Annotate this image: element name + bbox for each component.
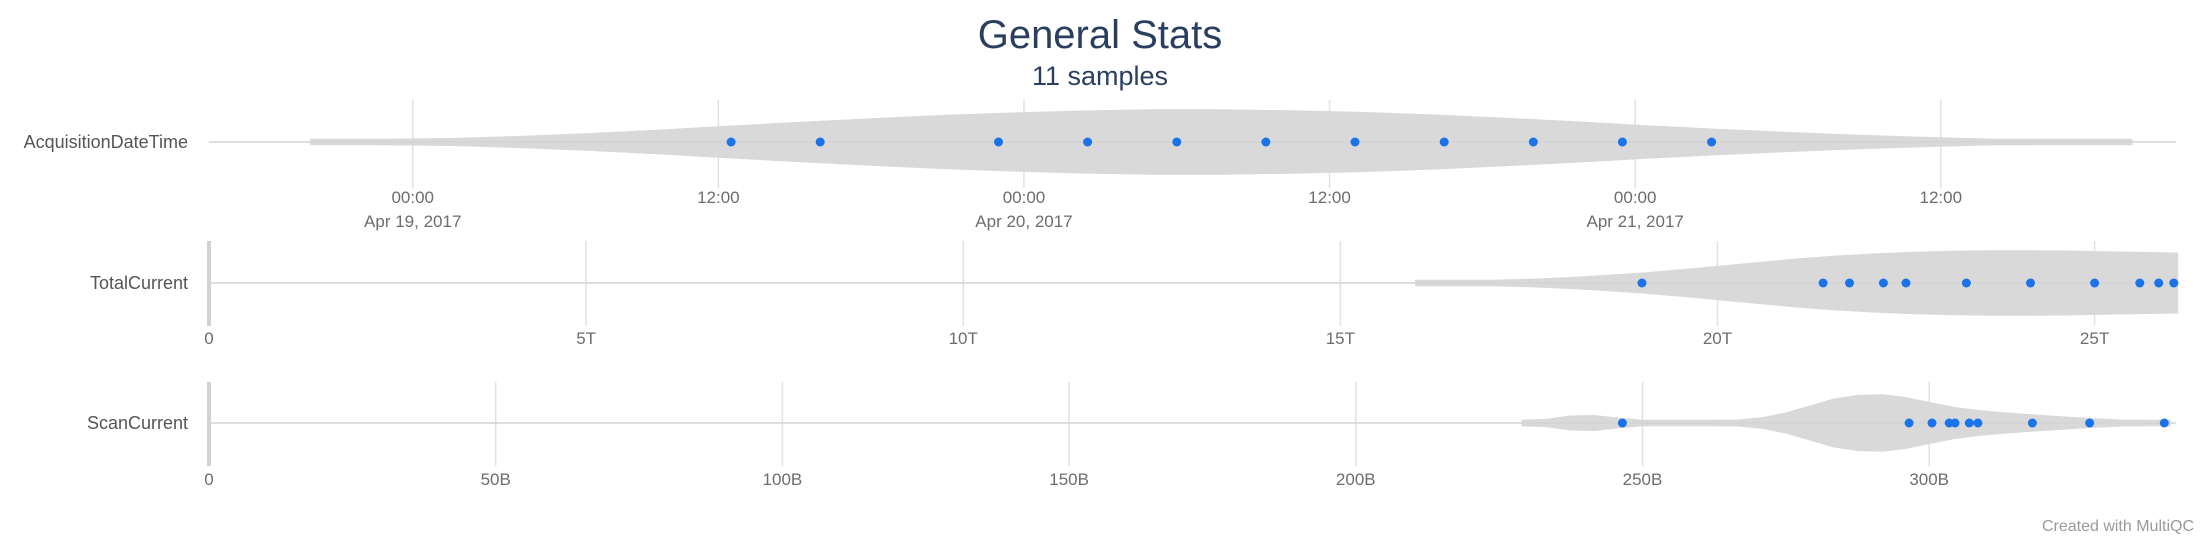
data-point <box>1878 278 1888 288</box>
tick-date-label: Apr 21, 2017 <box>1587 212 1684 231</box>
data-point <box>1707 137 1717 147</box>
data-point <box>1961 278 1971 288</box>
tick-label: 00:00 <box>1003 188 1046 207</box>
data-point <box>1904 418 1914 428</box>
data-point <box>1818 278 1828 288</box>
tick-label: 200B <box>1336 470 1376 489</box>
data-point <box>1172 137 1182 147</box>
data-point <box>2135 278 2145 288</box>
data-point <box>1083 137 1093 147</box>
data-point <box>2169 278 2179 288</box>
data-point <box>1261 137 1271 147</box>
data-point <box>2090 278 2100 288</box>
data-point <box>1950 418 1960 428</box>
tick-date-label: Apr 20, 2017 <box>975 212 1072 231</box>
tick-label: 12:00 <box>697 188 740 207</box>
row-label: AcquisitionDateTime <box>24 132 188 152</box>
chart-title: General Stats <box>978 13 1223 57</box>
tick-label: 00:00 <box>1614 188 1657 207</box>
row-label: TotalCurrent <box>90 273 188 293</box>
chart-subtitle: 11 samples <box>1032 61 1168 91</box>
tick-label: 20T <box>1703 329 1732 348</box>
tick-label: 250B <box>1623 470 1663 489</box>
data-point <box>2159 418 2169 428</box>
data-point <box>1964 418 1974 428</box>
data-point <box>2027 418 2037 428</box>
data-point <box>1617 137 1627 147</box>
data-point <box>1617 418 1627 428</box>
tick-label: 50B <box>481 470 511 489</box>
data-point <box>994 137 1003 147</box>
tick-label: 00:00 <box>391 188 434 207</box>
data-point <box>1973 418 1983 428</box>
data-point <box>1901 278 1911 288</box>
tick-label: 100B <box>763 470 803 489</box>
panel-acquisitiondatetime: AcquisitionDateTime 00:00 Apr 19, 2017 12:0… <box>24 100 2176 231</box>
data-point <box>1350 137 1360 147</box>
data-point <box>1439 137 1449 147</box>
data-point <box>815 137 825 147</box>
tick-date-label: Apr 19, 2017 <box>364 212 461 231</box>
row-label: ScanCurrent <box>87 413 188 433</box>
data-point <box>1927 418 1937 428</box>
tick-label: 10T <box>949 329 978 348</box>
data-point <box>2085 418 2095 428</box>
tick-label: 150B <box>1049 470 1089 489</box>
panel-totalcurrent: TotalCurrent 0 5T 10T 15T 20T 25T <box>90 241 2179 348</box>
tick-label: 0 <box>204 329 213 348</box>
data-point <box>2026 278 2035 288</box>
tick-label: 15T <box>1326 329 1355 348</box>
tick-label: 0 <box>204 470 213 489</box>
tick-label: 12:00 <box>1920 188 1963 207</box>
tick-label: 12:00 <box>1308 188 1351 207</box>
data-point <box>1637 278 1647 288</box>
data-point <box>1528 137 1538 147</box>
tick-label: 300B <box>1909 470 1949 489</box>
tick-label: 5T <box>576 329 596 348</box>
data-point <box>2154 278 2164 288</box>
data-point <box>1845 278 1854 288</box>
panel-scancurrent: ScanCurrent 0 50B 100B 150B 200B 250B 300B <box>87 382 2176 489</box>
credit-text: Created with MultiQC <box>2042 518 2194 535</box>
violin-panels: AcquisitionDateTime 00:00 Apr 19, 2017 12:0… <box>24 100 2179 489</box>
data-point <box>726 137 736 147</box>
tick-label: 25T <box>2080 329 2109 348</box>
